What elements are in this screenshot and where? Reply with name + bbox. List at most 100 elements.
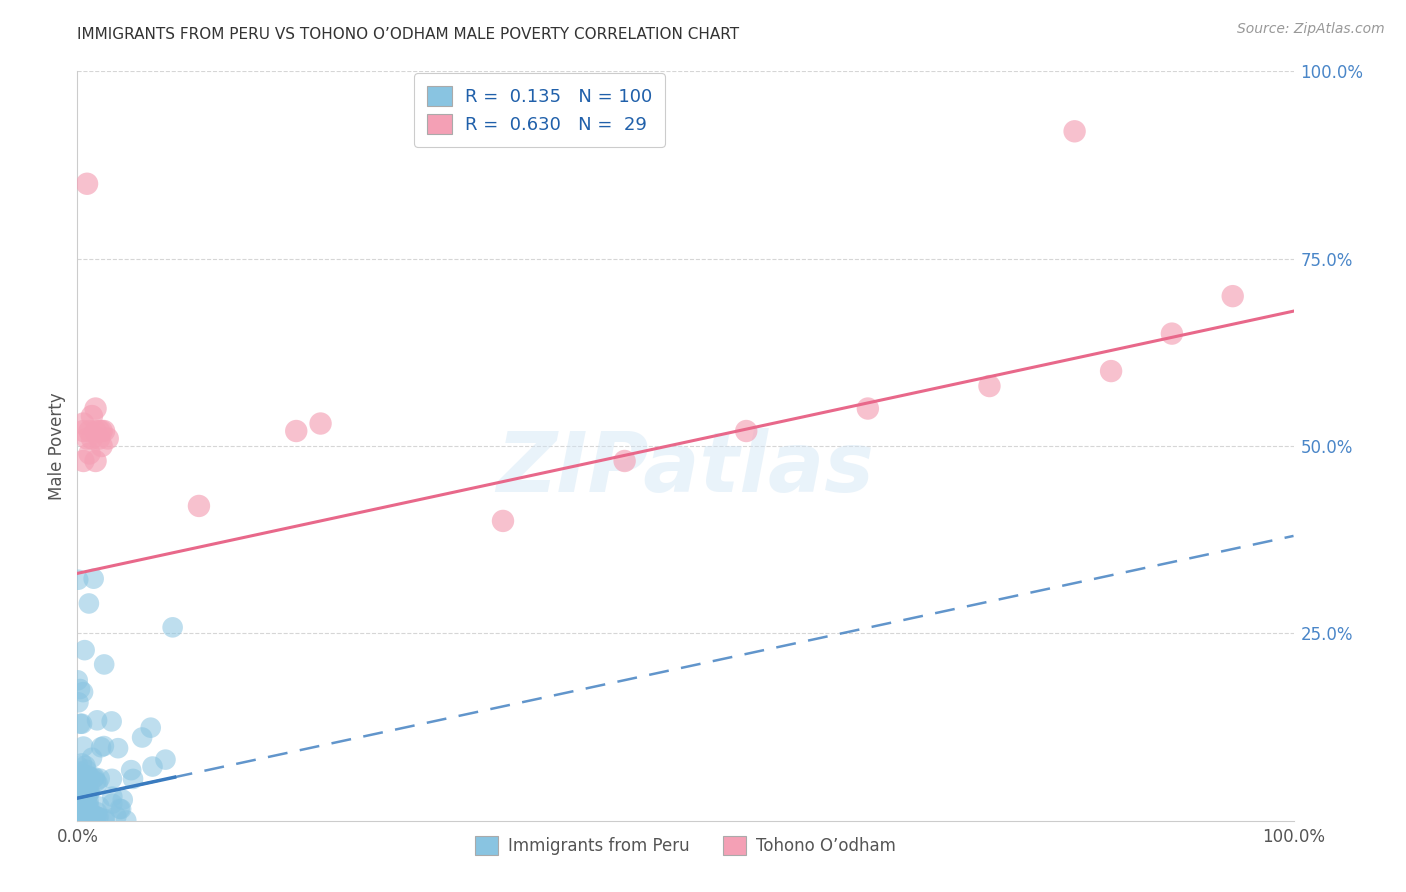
Point	[90, 439, 112, 453]
Point	[120, 763, 142, 777]
Point	[86, 714, 108, 728]
Point	[72, 739, 94, 754]
Point	[79, 785, 101, 799]
Point	[75, 780, 97, 795]
Point	[83, 572, 105, 586]
Point	[188, 499, 211, 513]
Point	[75, 794, 97, 808]
Point	[73, 793, 96, 807]
Point	[84, 454, 107, 468]
Point	[492, 514, 515, 528]
Point	[93, 424, 115, 438]
Point	[69, 790, 91, 805]
Point	[979, 379, 1001, 393]
Point	[76, 784, 98, 798]
Point	[75, 758, 97, 772]
Point	[77, 794, 100, 808]
Point	[75, 763, 97, 777]
Y-axis label: Male Poverty: Male Poverty	[48, 392, 66, 500]
Point	[89, 424, 111, 438]
Point	[66, 780, 89, 795]
Point	[309, 417, 332, 431]
Point	[67, 573, 90, 587]
Point	[67, 695, 90, 709]
Point	[107, 741, 129, 756]
Point	[75, 807, 97, 822]
Point	[110, 802, 132, 816]
Point	[83, 809, 105, 823]
Point	[67, 813, 90, 827]
Point	[70, 716, 93, 731]
Point	[69, 797, 91, 812]
Point	[82, 809, 104, 823]
Point	[69, 716, 91, 731]
Point	[86, 805, 108, 820]
Point	[89, 432, 111, 446]
Point	[73, 643, 96, 657]
Point	[100, 714, 122, 729]
Point	[80, 750, 103, 764]
Point	[67, 759, 90, 773]
Point	[84, 809, 107, 823]
Point	[101, 789, 124, 804]
Point	[105, 809, 128, 823]
Point	[80, 432, 103, 446]
Point	[67, 780, 90, 794]
Point	[69, 772, 91, 786]
Point	[856, 401, 879, 416]
Point	[72, 806, 94, 821]
Point	[72, 805, 94, 819]
Point	[79, 771, 101, 785]
Point	[70, 756, 93, 771]
Point	[67, 809, 90, 823]
Point	[1222, 289, 1244, 303]
Point	[89, 772, 111, 786]
Point	[72, 805, 94, 819]
Point	[75, 798, 97, 813]
Point	[72, 417, 94, 431]
Point	[1063, 124, 1085, 138]
Point	[76, 177, 98, 191]
Text: Source: ZipAtlas.com: Source: ZipAtlas.com	[1237, 22, 1385, 37]
Point	[72, 806, 94, 821]
Point	[141, 759, 163, 773]
Point	[97, 432, 120, 446]
Point	[76, 803, 98, 817]
Point	[613, 454, 636, 468]
Point	[77, 799, 100, 814]
Point	[101, 797, 124, 811]
Point	[90, 424, 112, 438]
Point	[84, 813, 107, 827]
Point	[84, 424, 107, 438]
Point	[111, 793, 134, 807]
Point	[122, 772, 145, 786]
Point	[70, 770, 93, 784]
Point	[67, 774, 90, 789]
Point	[77, 768, 100, 782]
Point	[76, 789, 98, 803]
Point	[80, 812, 103, 826]
Point	[75, 799, 97, 814]
Point	[67, 794, 90, 808]
Point	[93, 813, 115, 827]
Point	[94, 812, 117, 826]
Point	[83, 771, 105, 785]
Point	[93, 739, 115, 753]
Point	[82, 814, 104, 828]
Text: ZIPatlas: ZIPatlas	[496, 428, 875, 509]
Point	[139, 721, 162, 735]
Point	[79, 424, 101, 438]
Point	[87, 810, 110, 824]
Point	[86, 776, 108, 790]
Point	[75, 798, 97, 813]
Point	[76, 432, 98, 446]
Point	[77, 808, 100, 822]
Point	[1099, 364, 1122, 378]
Point	[84, 774, 107, 789]
Point	[89, 799, 111, 814]
Point	[162, 620, 184, 634]
Point	[69, 681, 91, 696]
Point	[77, 597, 100, 611]
Point	[155, 753, 177, 767]
Point	[83, 772, 105, 786]
